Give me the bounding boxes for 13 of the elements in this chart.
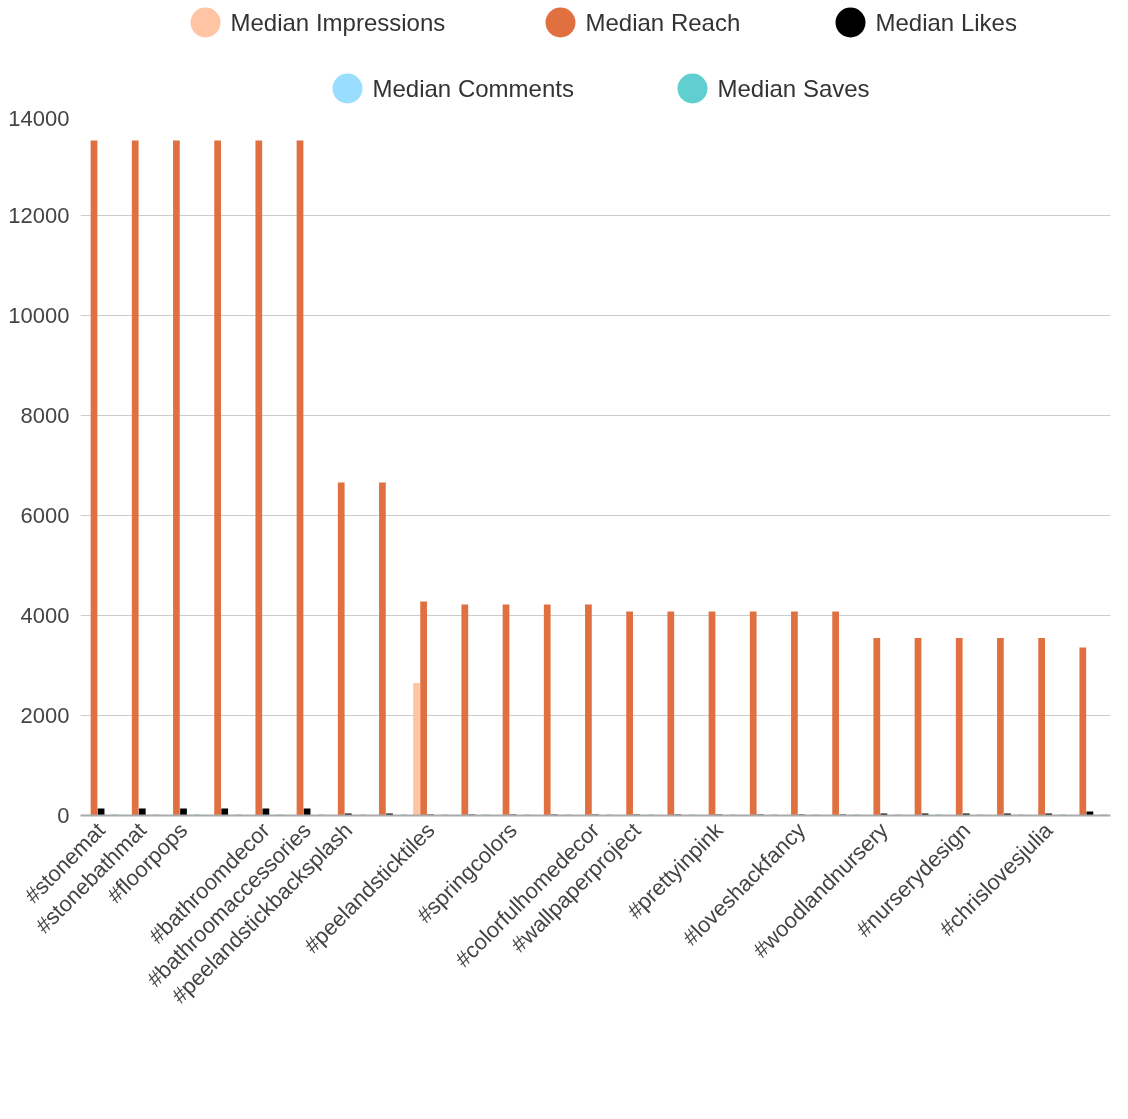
legend-label: Median Reach bbox=[585, 9, 741, 36]
y-tick-label: 12000 bbox=[8, 203, 70, 228]
legend-label: Median Impressions bbox=[230, 9, 446, 36]
y-tick-label: 0 bbox=[57, 803, 70, 828]
y-tick-label: 6000 bbox=[20, 503, 70, 528]
legend-label: Median Comments bbox=[372, 75, 574, 102]
legend-label: Median Likes bbox=[875, 9, 1017, 36]
legend-label: Median Saves bbox=[717, 75, 870, 102]
y-tick-label: 4000 bbox=[20, 603, 70, 628]
y-tick-label: 14000 bbox=[8, 105, 70, 131]
y-tick-label: 2000 bbox=[20, 703, 70, 728]
y-tick-label: 8000 bbox=[20, 403, 70, 428]
y-tick-label: 10000 bbox=[8, 303, 70, 328]
